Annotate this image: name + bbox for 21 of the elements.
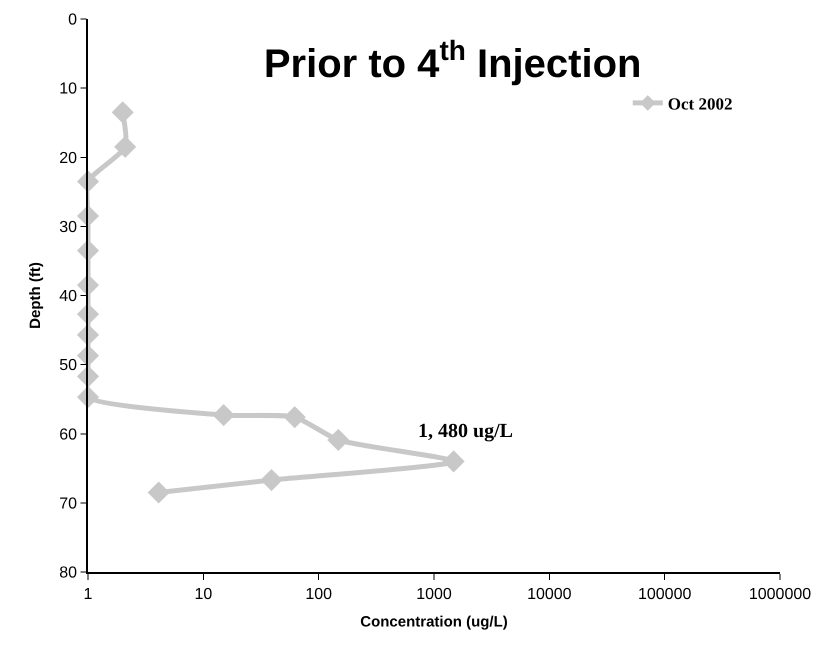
y-tick-label: 80 xyxy=(59,564,78,582)
y-axis-title: Depth (ft) xyxy=(27,262,44,329)
y-tick-label: 70 xyxy=(59,495,78,512)
x-tick-label: 1 xyxy=(84,586,93,603)
x-tick-label: 1000000 xyxy=(748,586,812,603)
text: Prior to 4$^{th}$ Injection xyxy=(264,34,642,86)
y-tick-label: 60 xyxy=(59,426,78,444)
x-tick-label: 10 xyxy=(194,586,212,603)
x-tick-label: 100000 xyxy=(638,586,692,603)
x-tick-label: 100 xyxy=(305,586,332,603)
annotation: 1, 480 ug/L xyxy=(418,420,514,442)
y-tick-label: 0 xyxy=(68,12,78,29)
y-tick-label: 50 xyxy=(59,357,78,374)
y-tick-label: 10 xyxy=(59,80,78,98)
x-tick-label: 1000 xyxy=(416,586,452,603)
y-tick-label: 20 xyxy=(59,150,78,167)
y-tick-label: 30 xyxy=(59,218,78,236)
x-tick-label: 10000 xyxy=(527,586,572,603)
x-axis-title: Concentration (ug/L) xyxy=(360,613,508,630)
y-tick-label: 40 xyxy=(59,288,78,306)
legend-label: Oct 2002 xyxy=(668,94,732,114)
